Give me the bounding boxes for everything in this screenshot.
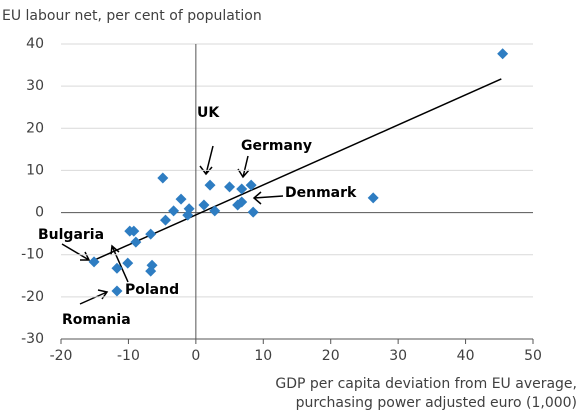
point (130, 236, 142, 248)
point (111, 285, 123, 297)
point (88, 256, 100, 268)
arrow (252, 191, 284, 205)
y-tick-label: 30 (26, 78, 44, 94)
point (145, 228, 157, 240)
point (145, 265, 157, 277)
x-tick-label: 40 (457, 348, 475, 364)
point (122, 257, 134, 269)
arrow (237, 155, 250, 179)
x-axis-label: purchasing power adjusted euro (1,000) (296, 395, 577, 411)
point (160, 214, 172, 226)
annotation: Romania (62, 312, 131, 328)
x-tick-label: -20 (50, 348, 73, 364)
point (232, 199, 244, 211)
y-tick-label: 40 (26, 36, 44, 52)
point (111, 262, 123, 274)
point (124, 225, 136, 237)
point (245, 179, 257, 191)
x-axis-label: GDP per capita deviation from EU average… (275, 376, 577, 392)
chart-title: EU labour net, per cent of population (2, 8, 262, 24)
point (224, 181, 236, 193)
x-tick-label: 50 (524, 348, 542, 364)
point (168, 205, 180, 217)
point (204, 179, 216, 191)
x-tick-label: 30 (389, 348, 407, 364)
y-tick-label: 10 (26, 162, 44, 178)
annotation: Poland (125, 282, 179, 298)
point (175, 193, 187, 205)
point (157, 172, 169, 184)
annotation: Denmark (285, 185, 357, 201)
y-tick-label: -20 (21, 289, 44, 305)
point (367, 192, 379, 204)
annotation: Germany (241, 138, 312, 154)
point (182, 209, 194, 221)
x-tick-label: -10 (117, 348, 140, 364)
x-tick-label: 0 (191, 348, 200, 364)
x-tick-label: 10 (254, 348, 272, 364)
point (198, 199, 210, 211)
point (247, 206, 259, 218)
annotation: Bulgaria (38, 227, 104, 243)
arrow (199, 145, 214, 176)
y-tick-label: -10 (21, 247, 44, 263)
y-tick-label: -30 (21, 331, 44, 347)
arrow (61, 243, 91, 261)
annotation: UK (197, 105, 220, 121)
trend-line (93, 78, 502, 261)
point (497, 48, 509, 60)
point (209, 205, 221, 217)
x-tick-label: 20 (322, 348, 340, 364)
point (236, 183, 248, 195)
y-tick-label: 0 (35, 205, 44, 221)
y-tick-label: 20 (26, 120, 44, 136)
